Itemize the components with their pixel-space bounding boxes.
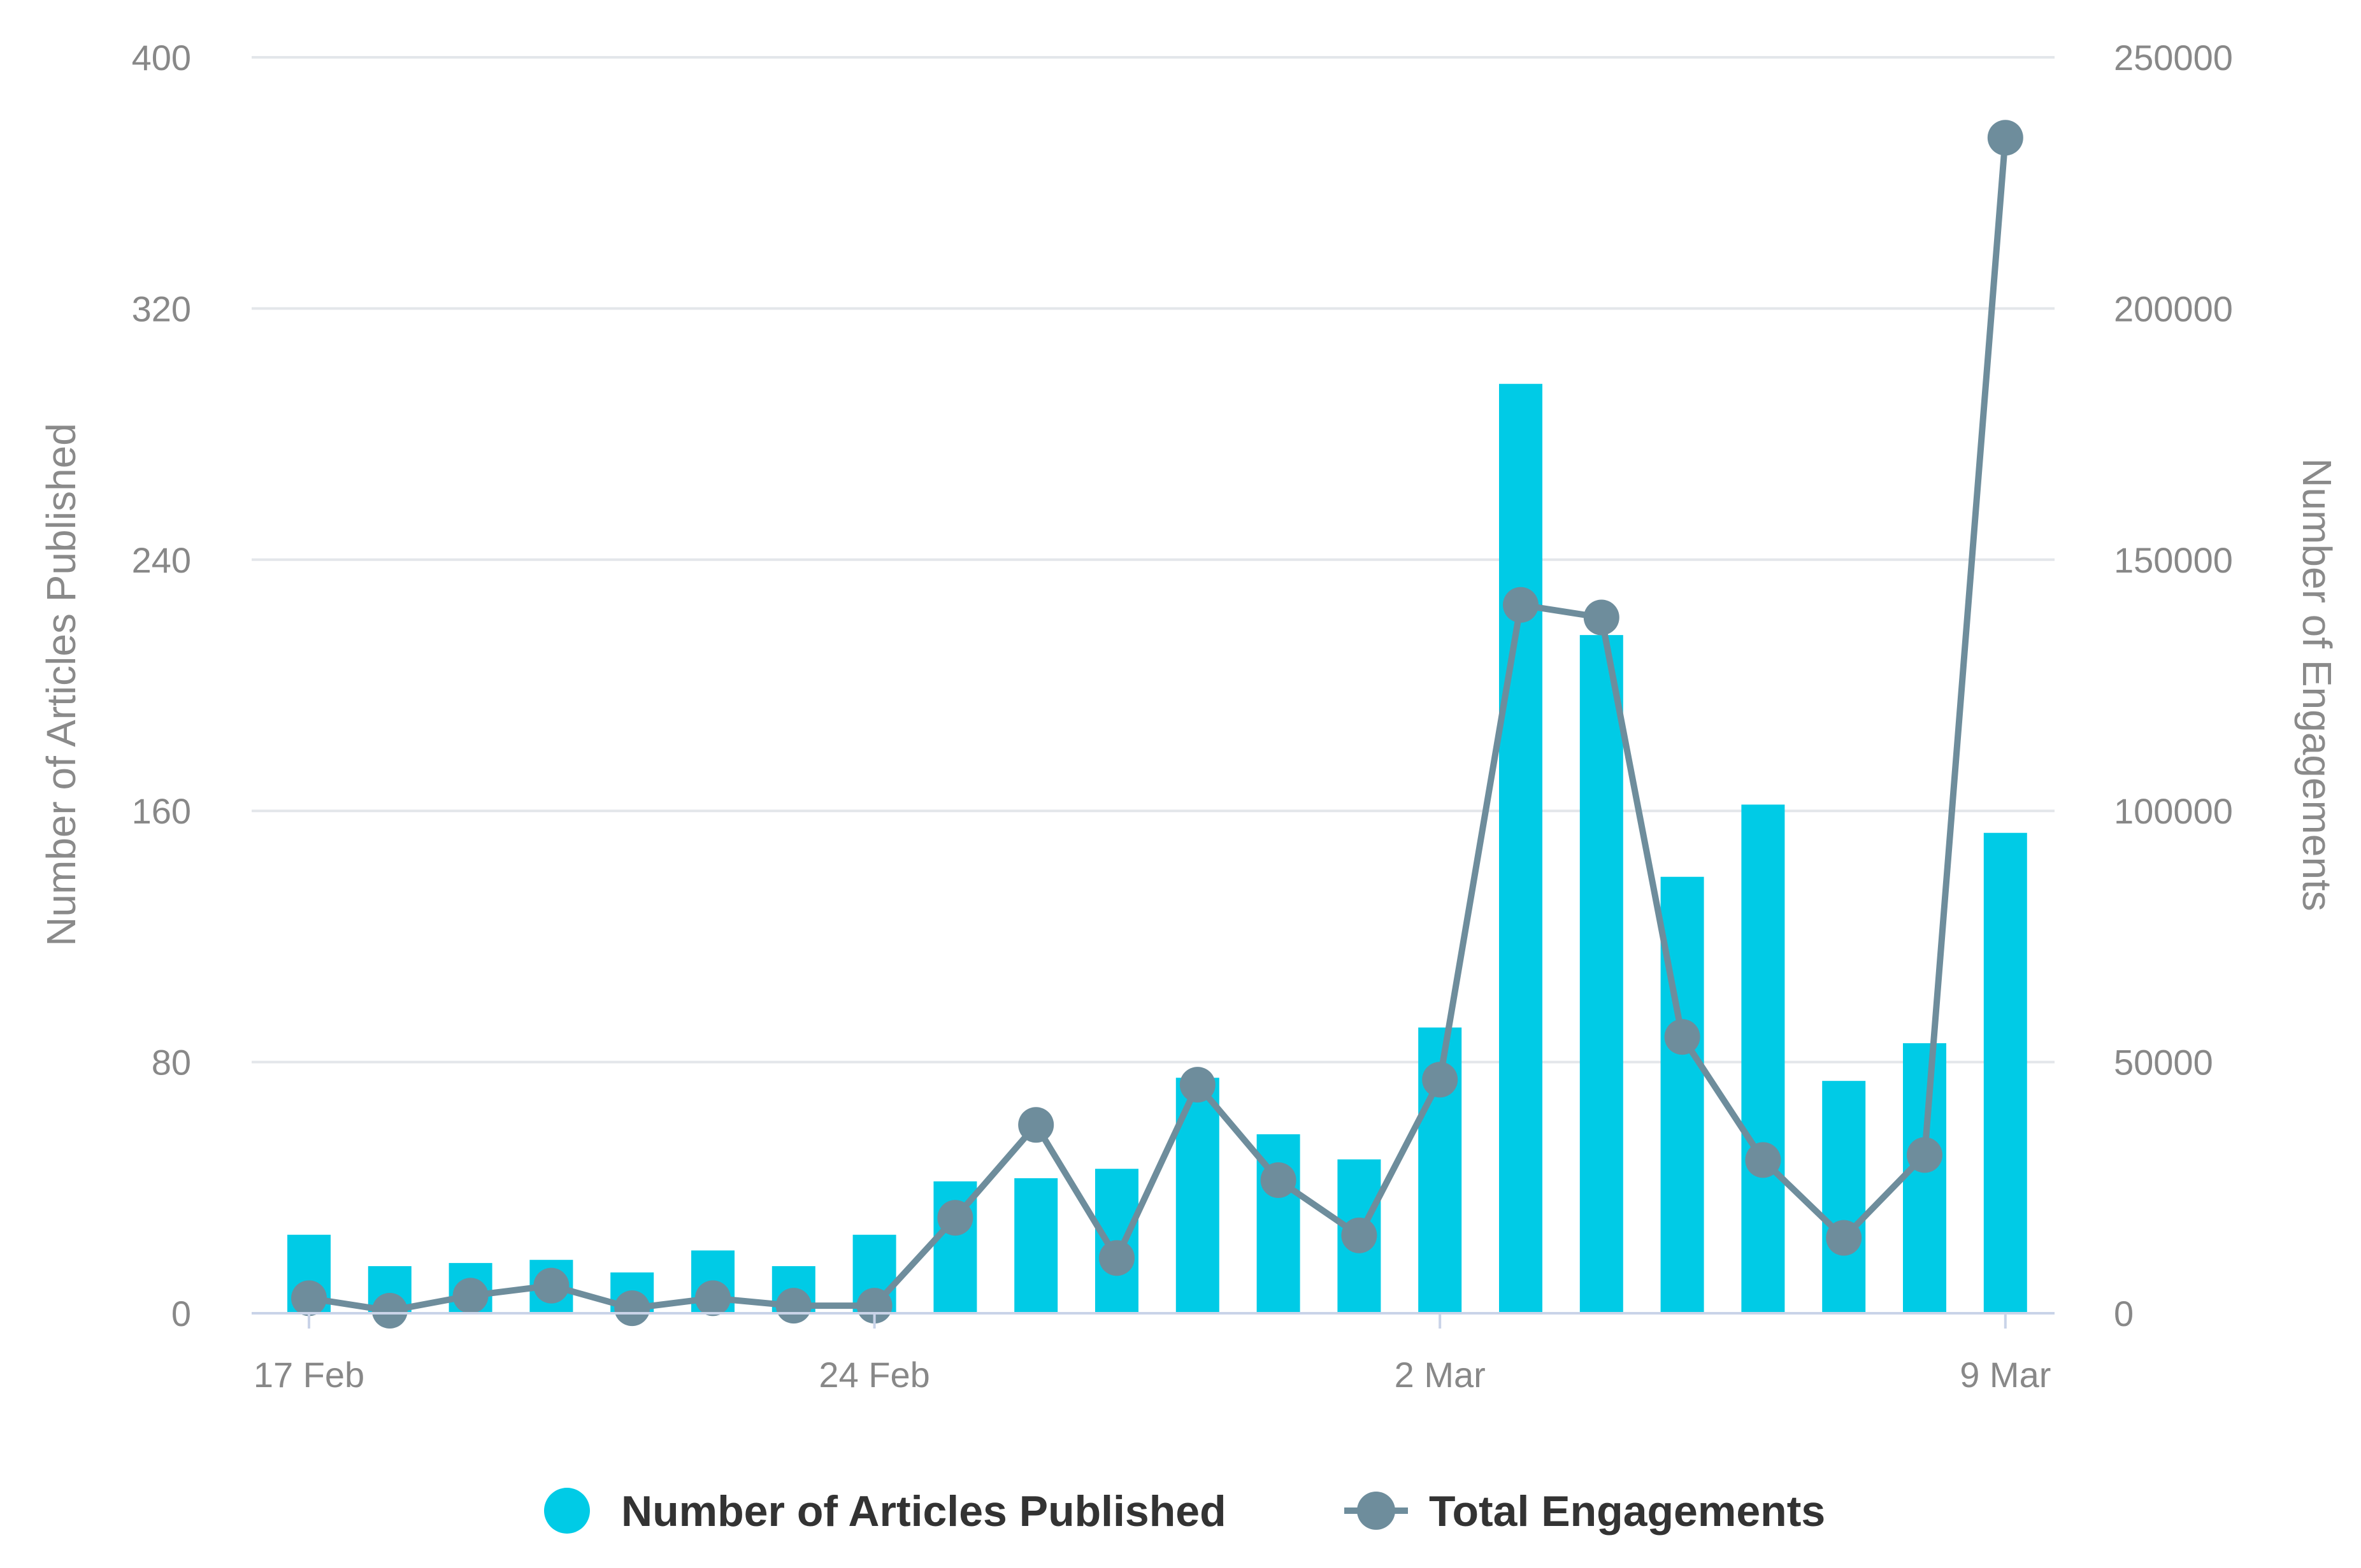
y-axis-left-title: Number of Articles Published [38,423,84,946]
y-right-tick-label: 50000 [2114,1043,2213,1083]
y-axis-right: 0 50000 100000 150000 200000 250000 [2114,38,2233,1334]
x-tick-label: 17 Feb [254,1355,364,1395]
engagement-point[interactable] [1745,1142,1781,1178]
engagement-point[interactable] [1503,587,1539,623]
engagement-point[interactable] [775,1288,812,1324]
engagements-line [308,137,2009,1315]
y-left-tick-label: 400 [132,38,191,78]
engagements-series [291,120,2023,1329]
x-tick-label: 9 Mar [1960,1355,2051,1395]
engagement-point[interactable] [1826,1220,1862,1256]
y-left-tick-label: 320 [132,289,191,329]
y-right-tick-label: 200000 [2114,289,2233,329]
legend-item-engagements[interactable]: Total Engagements [1344,1487,1825,1536]
engagement-point[interactable] [1987,120,2023,156]
bar[interactable] [1983,832,2027,1313]
y-right-tick-label: 0 [2114,1294,2134,1334]
bar[interactable] [1903,1043,1946,1313]
y-left-tick-label: 240 [132,540,191,580]
engagement-point[interactable] [1907,1137,1942,1173]
engagement-point[interactable] [856,1288,893,1324]
engagement-point[interactable] [1341,1217,1377,1253]
y-right-tick-label: 150000 [2114,540,2233,580]
engagement-point[interactable] [614,1290,650,1327]
engagement-point[interactable] [371,1293,408,1329]
y-left-tick-label: 0 [171,1294,191,1334]
engagement-point[interactable] [452,1278,489,1314]
legend-bar-swatch [544,1488,590,1534]
engagement-point[interactable] [695,1280,731,1316]
bar[interactable] [1014,1178,1058,1313]
y-right-tick-label: 250000 [2114,38,2233,78]
engagement-point[interactable] [937,1200,973,1236]
legend-line-marker [1357,1492,1395,1530]
bar[interactable] [1579,635,1623,1313]
x-tick-label: 2 Mar [1395,1355,1486,1395]
x-tick-label: 24 Feb [819,1355,929,1395]
legend-item-articles[interactable]: Number of Articles Published [544,1487,1226,1536]
engagement-point[interactable] [533,1267,570,1304]
y-axis-right-title: Number of Engagements [2294,458,2340,911]
engagement-point[interactable] [291,1280,327,1316]
y-left-tick-label: 80 [152,1043,191,1083]
legend-label-engagements: Total Engagements [1429,1487,1825,1536]
engagement-point[interactable] [1260,1162,1296,1198]
engagement-point[interactable] [1179,1067,1216,1103]
engagement-point[interactable] [1664,1019,1700,1055]
bar[interactable] [1741,804,1785,1313]
y-right-tick-label: 100000 [2114,791,2233,831]
engagement-point[interactable] [1422,1062,1458,1098]
bar[interactable] [1499,383,1542,1313]
legend: Number of Articles Published Total Engag… [544,1487,1825,1536]
bar[interactable] [1822,1081,1866,1313]
engagement-point[interactable] [1099,1240,1135,1276]
y-left-tick-label: 160 [132,791,191,831]
legend-label-articles: Number of Articles Published [621,1487,1226,1536]
engagement-point[interactable] [1018,1107,1054,1143]
engagement-point[interactable] [1583,599,1619,636]
x-axis: 17 Feb 24 Feb 2 Mar 9 Mar [252,1312,2055,1395]
y-axis-left: 0 80 160 240 320 400 [132,38,191,1334]
